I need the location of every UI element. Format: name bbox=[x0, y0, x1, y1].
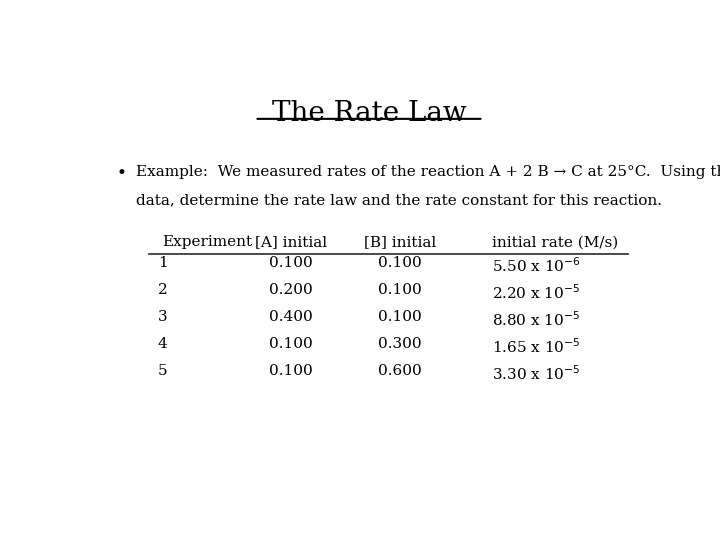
Text: The Rate Law: The Rate Law bbox=[271, 100, 467, 127]
Text: 1.65 x 10$^{-5}$: 1.65 x 10$^{-5}$ bbox=[492, 337, 580, 356]
Text: 0.200: 0.200 bbox=[269, 283, 312, 297]
Text: 8.80 x 10$^{-5}$: 8.80 x 10$^{-5}$ bbox=[492, 310, 580, 329]
Text: [B] initial: [B] initial bbox=[364, 235, 436, 249]
Text: 5: 5 bbox=[158, 364, 167, 378]
Text: 4: 4 bbox=[158, 337, 168, 351]
Text: 1: 1 bbox=[158, 256, 168, 270]
Text: initial rate (M/s): initial rate (M/s) bbox=[492, 235, 618, 249]
Text: 0.100: 0.100 bbox=[269, 256, 312, 270]
Text: 0.100: 0.100 bbox=[269, 337, 312, 351]
Text: 0.100: 0.100 bbox=[378, 256, 422, 270]
Text: 0.400: 0.400 bbox=[269, 310, 312, 324]
Text: data, determine the rate law and the rate constant for this reaction.: data, determine the rate law and the rat… bbox=[136, 193, 662, 207]
Text: •: • bbox=[117, 165, 127, 181]
Text: 3: 3 bbox=[158, 310, 167, 324]
Text: Experiment: Experiment bbox=[163, 235, 253, 249]
Text: 0.600: 0.600 bbox=[378, 364, 422, 378]
Text: 2.20 x 10$^{-5}$: 2.20 x 10$^{-5}$ bbox=[492, 283, 580, 302]
Text: 5.50 x 10$^{-6}$: 5.50 x 10$^{-6}$ bbox=[492, 256, 580, 275]
Text: 0.100: 0.100 bbox=[378, 310, 422, 324]
Text: 0.100: 0.100 bbox=[269, 364, 312, 378]
Text: 0.300: 0.300 bbox=[378, 337, 421, 351]
Text: 0.100: 0.100 bbox=[378, 283, 422, 297]
Text: [A] initial: [A] initial bbox=[255, 235, 327, 249]
Text: 2: 2 bbox=[158, 283, 168, 297]
Text: 3.30 x 10$^{-5}$: 3.30 x 10$^{-5}$ bbox=[492, 364, 580, 383]
Text: Example:  We measured rates of the reaction A + 2 B → C at 25°C.  Using this: Example: We measured rates of the reacti… bbox=[136, 165, 720, 179]
